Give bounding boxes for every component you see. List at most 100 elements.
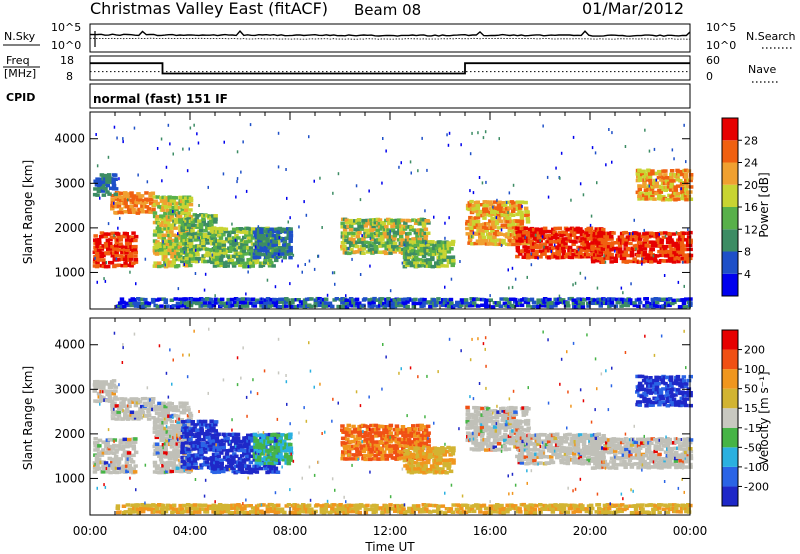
power-cell — [120, 250, 125, 255]
power-cell — [125, 192, 130, 196]
power-cell — [529, 255, 535, 259]
power-cell — [630, 301, 635, 306]
power-cell — [213, 301, 219, 305]
power-cell — [653, 303, 658, 308]
power-cell — [501, 239, 506, 243]
velocity-cell — [101, 396, 106, 400]
power-cell — [139, 194, 145, 198]
power-cell — [197, 219, 202, 223]
power-speckle — [331, 271, 334, 275]
power-cell — [511, 304, 517, 308]
power-cell — [128, 300, 133, 305]
power-cell — [180, 259, 185, 264]
velocity-cell — [144, 413, 149, 418]
power-cell — [596, 234, 602, 239]
power-cell — [159, 196, 164, 200]
velocity-cell — [248, 467, 253, 471]
power-cell — [596, 253, 602, 257]
velocity-cell — [157, 401, 162, 406]
velocity-cell — [413, 434, 418, 438]
power-cell — [103, 174, 108, 178]
power-cell — [407, 231, 412, 236]
power-cell — [214, 255, 220, 259]
power-speckle — [361, 234, 363, 238]
power-cell — [622, 253, 627, 257]
power-cell — [116, 201, 122, 205]
power-cell — [113, 187, 119, 191]
power-cell — [267, 254, 273, 259]
power-cell — [688, 176, 694, 180]
velocity-cell — [206, 457, 212, 461]
velocity-cell — [359, 446, 365, 451]
power-cell — [190, 297, 195, 302]
power-speckle — [242, 140, 244, 144]
power-cell — [500, 223, 505, 227]
power-cell — [658, 190, 664, 194]
power-cell — [129, 303, 135, 308]
velocity-cell — [218, 442, 223, 447]
power-cell — [357, 304, 362, 309]
velocity-cell — [394, 447, 400, 451]
power-cell — [367, 241, 372, 245]
power-cell — [498, 206, 503, 210]
velocity-cell — [237, 443, 243, 447]
power-speckle — [317, 254, 320, 258]
velocity-cell — [152, 420, 158, 425]
power-cell — [278, 297, 283, 302]
power-cell — [121, 300, 126, 305]
power-speckle — [183, 250, 186, 254]
power-cell — [440, 241, 446, 245]
power-speckle — [511, 266, 514, 270]
power-cell — [617, 244, 623, 248]
power-cell — [525, 210, 530, 214]
power-cell — [371, 300, 376, 305]
power-cell — [175, 248, 181, 252]
power-cell — [129, 264, 134, 268]
velocity-cell — [277, 449, 283, 453]
velocity-cell — [446, 445, 451, 450]
power-speckle — [570, 198, 572, 202]
power-cell — [569, 229, 575, 234]
power-cell — [637, 194, 642, 199]
power-cell — [455, 300, 460, 305]
power-cell — [565, 239, 571, 243]
power-cell — [166, 217, 171, 222]
velocity-cell — [413, 461, 419, 465]
power-cell — [267, 258, 273, 263]
velocity-cell — [382, 450, 387, 454]
velocity-cell — [250, 445, 255, 450]
velocity-cell — [388, 444, 393, 448]
power-cell — [214, 252, 219, 256]
power-cell — [114, 241, 120, 246]
power-cell — [411, 249, 416, 253]
power-cell — [662, 246, 668, 251]
freq-left-tick-bottom: 8 — [66, 70, 73, 83]
power-cell — [654, 254, 660, 258]
velocity-cell — [133, 437, 138, 441]
power-cell — [169, 242, 174, 246]
power-cell — [97, 263, 102, 268]
power-cell — [155, 304, 161, 309]
power-cell — [117, 304, 122, 308]
power-speckle — [188, 147, 190, 151]
power-cell — [496, 238, 501, 242]
power-cell — [129, 245, 134, 249]
power-cell — [149, 198, 154, 202]
power-cell — [592, 238, 598, 242]
power-cell — [390, 248, 395, 252]
power-speckle — [492, 205, 494, 209]
velocity-cell — [186, 459, 192, 463]
velocity-cell — [178, 430, 183, 434]
power-speckle — [471, 131, 473, 135]
power-cell — [419, 228, 425, 232]
power-cell — [184, 241, 189, 246]
noise-left-tick-bottom: 10^0 — [51, 39, 81, 52]
power-cell — [95, 193, 100, 197]
power-cell — [323, 297, 329, 301]
noise-right-tick-top: 10^5 — [706, 21, 736, 34]
power-cell — [236, 301, 241, 305]
power-cell — [194, 217, 199, 221]
power-cell — [152, 195, 157, 199]
power-cell — [413, 252, 418, 256]
velocity-cell — [131, 453, 136, 458]
